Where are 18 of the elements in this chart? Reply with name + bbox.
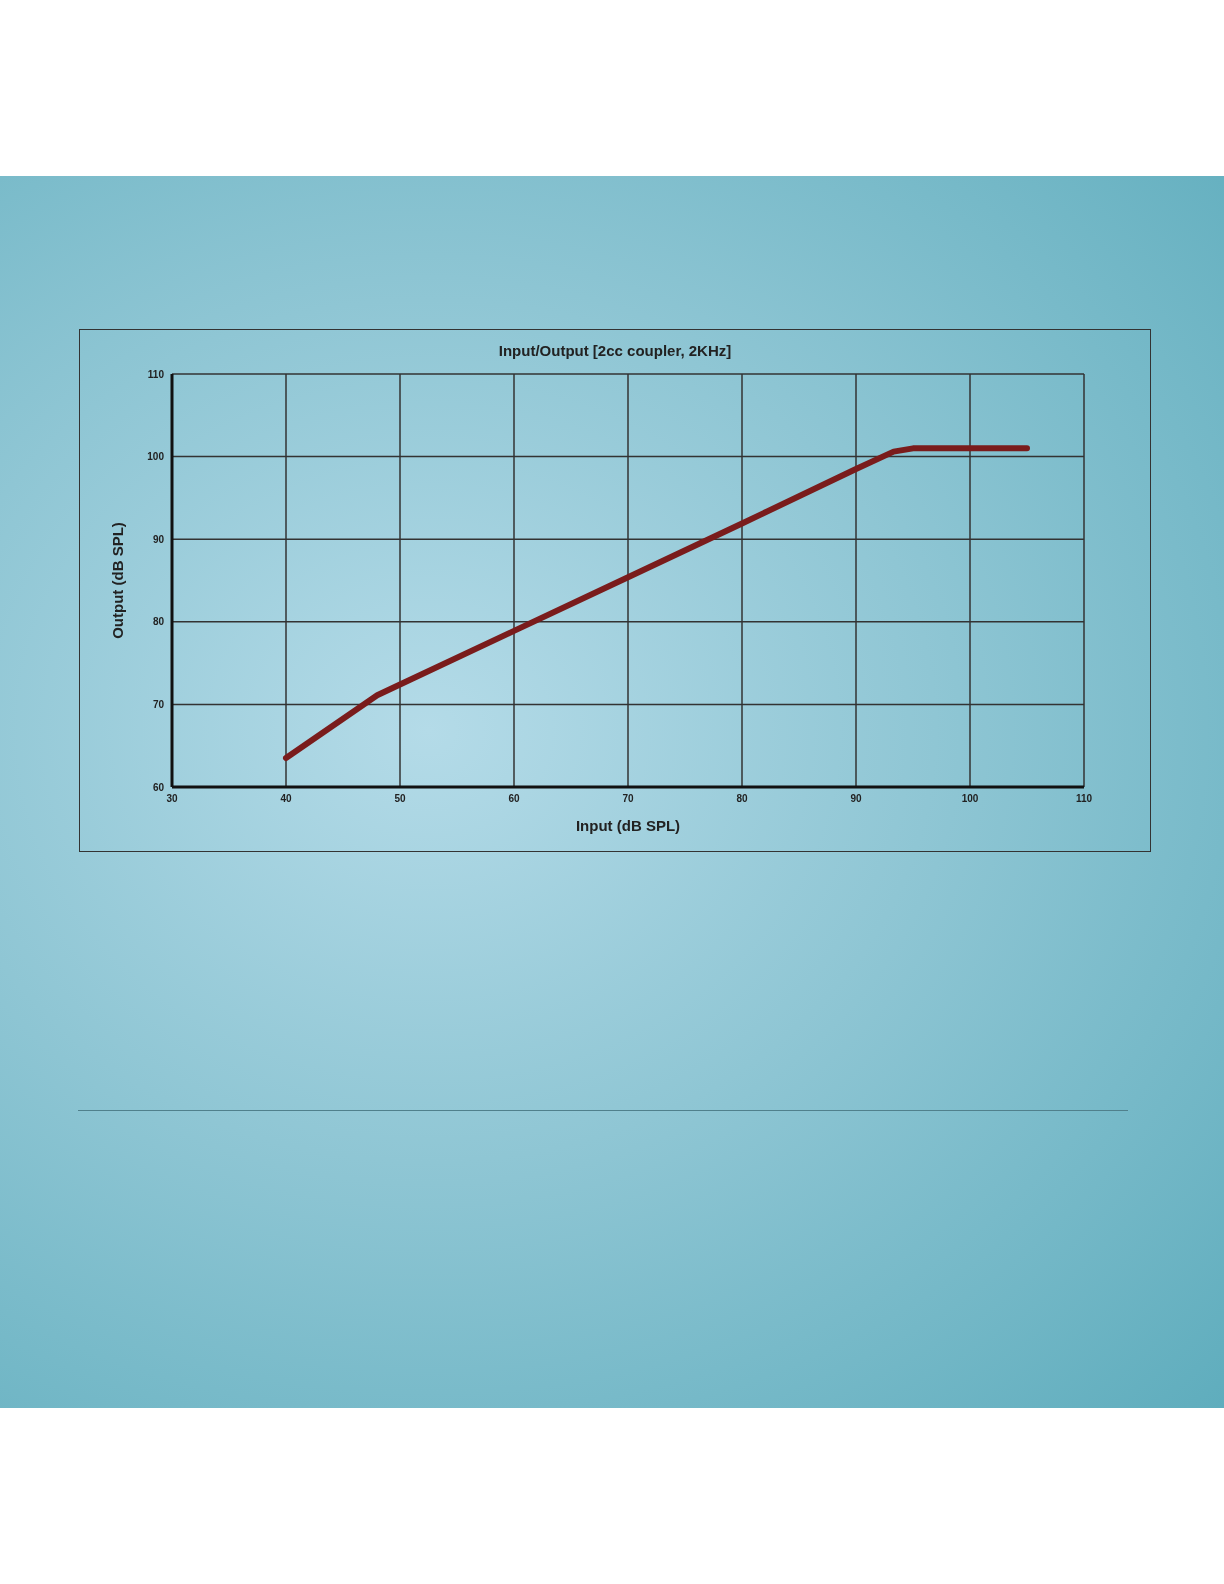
x-tick-label: 30 [166, 793, 178, 805]
chart-title: Input/Output [2cc coupler, 2KHz] [497, 342, 733, 359]
y-tick-label: 80 [152, 616, 165, 628]
x-tick-label: 110 [1075, 793, 1093, 805]
x-tick-label: 100 [961, 793, 979, 805]
x-axis-title: Input (dB SPL) [575, 817, 681, 834]
y-tick-label: 110 [147, 368, 165, 380]
y-tick-label: 70 [152, 698, 165, 710]
y-tick-label: 90 [152, 533, 165, 545]
x-tick-label: 50 [394, 793, 406, 805]
y-tick-label: 100 [147, 451, 165, 463]
x-tick-label: 90 [850, 793, 862, 805]
y-tick-label: 60 [152, 781, 165, 793]
y-axis-title: Output (dB SPL) [109, 522, 127, 639]
x-tick-label: 40 [280, 793, 292, 805]
x-tick-label: 80 [736, 793, 748, 805]
x-tick-label: 60 [508, 793, 520, 805]
x-tick-label: 70 [622, 793, 634, 805]
